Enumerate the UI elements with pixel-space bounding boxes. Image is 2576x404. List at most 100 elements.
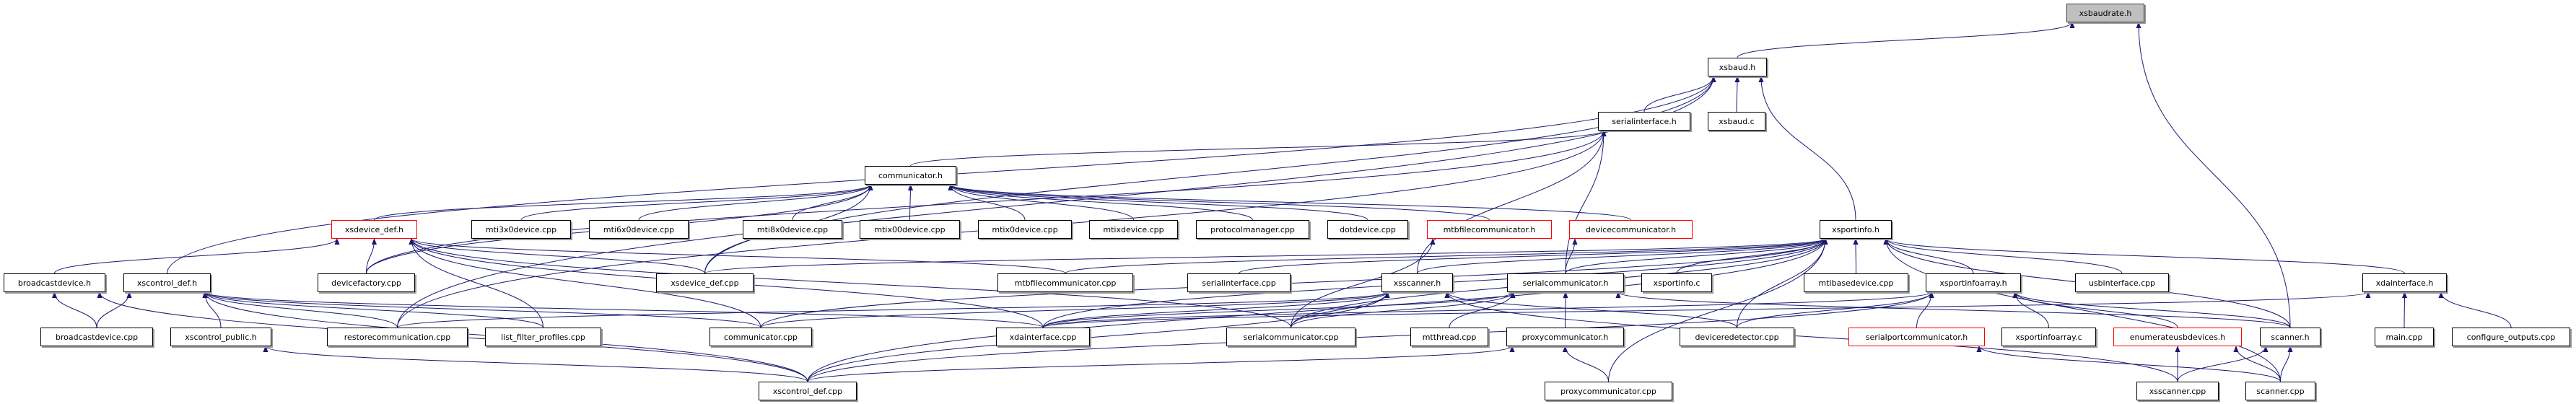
- edge-xscontrol_def.cpp-to-xsportinfo.h: [807, 238, 1828, 382]
- graph-node-list-filter-profiles-cpp[interactable]: list_filter_profiles.cpp: [485, 328, 601, 346]
- edge-xscontrol_def.cpp-to-xsportinfoarray.h: [807, 291, 1934, 382]
- graph-node-xsbaudrate-h[interactable]: xsbaudrate.h: [2066, 4, 2144, 22]
- graph-node-protocolmanager-cpp[interactable]: protocolmanager.cpp: [1196, 220, 1309, 239]
- graph-node-xsportinfoarray-c[interactable]: xsportinfoarray.c: [2001, 328, 2096, 346]
- edge-protocolmanager.cpp-to-communicator.h: [948, 184, 1253, 221]
- edge-xsscanner.h-to-serialinterface.h: [1417, 130, 1607, 274]
- edge-xscontrol_def.cpp-to-proxycommunicator.h: [807, 346, 1515, 382]
- edge-serialcommunicator.h-to-xsportinfo.h: [1565, 238, 1828, 274]
- graph-node-communicator-h[interactable]: communicator.h: [865, 166, 956, 185]
- graph-node-serialportcommunicator-h[interactable]: serialportcommunicator.h: [1848, 328, 1985, 346]
- graph-node-serialcommunicator-h[interactable]: serialcommunicator.h: [1507, 273, 1624, 292]
- edge-broadcastdevice.cpp-to-broadcastdevice.h: [51, 291, 97, 328]
- graph-node-xsdevice-def-h[interactable]: xsdevice_def.h: [331, 220, 417, 239]
- graph-node-xscontrol-def-h[interactable]: xscontrol_def.h: [123, 273, 211, 292]
- graph-node-xscontrol-def-cpp[interactable]: xscontrol_def.cpp: [759, 382, 857, 400]
- graph-node-mtixdevice-cpp[interactable]: mtixdevice.cpp: [1089, 220, 1178, 239]
- edge-serialinterface.h-to-xsbaud.h: [1643, 76, 1716, 113]
- edge-list_filter_profiles.cpp-to-xscontrol_def.h: [202, 291, 543, 328]
- graph-node-mtthread-cpp[interactable]: mtthread.cpp: [1410, 328, 1488, 346]
- graph-node-devicefactory-cpp[interactable]: devicefactory.cpp: [318, 273, 415, 292]
- edge-scanner.cpp-to-enumerateusbdevices.h: [2233, 346, 2281, 382]
- graph-node-xsscanner-h[interactable]: xsscanner.h: [1381, 273, 1453, 292]
- graph-node-deviceredetector-cpp[interactable]: deviceredetector.cpp: [1680, 328, 1794, 346]
- edge-serialcommunicator.h-to-devicecommunicator.h: [1565, 238, 1578, 274]
- graph-node-mtibasedevice-cpp[interactable]: mtibasedevice.cpp: [1804, 273, 1908, 292]
- graph-node-usbinterface-cpp[interactable]: usbinterface.cpp: [2075, 273, 2169, 292]
- graph-node-xsportinfo-h[interactable]: xsportinfo.h: [1820, 220, 1892, 239]
- graph-node-mti6x0device-cpp[interactable]: mti6x0device.cpp: [589, 220, 689, 239]
- edge-dotdevice.cpp-to-communicator.h: [948, 184, 1368, 221]
- edge-xdainterface.cpp-to-xsscanner.h: [1042, 291, 1390, 328]
- graph-node-mti8x0device-cpp[interactable]: mti8x0device.cpp: [743, 220, 842, 239]
- edge-scanner.h-to-xsportinfoarray.h: [2012, 291, 2291, 328]
- edge-deviceredetector.cpp-to-xsscanner.h: [1444, 291, 1737, 328]
- graph-node-restorecommunication-cpp[interactable]: restorecommunication.cpp: [327, 328, 468, 346]
- graph-node-xsdevice-def-cpp[interactable]: xsdevice_def.cpp: [656, 273, 754, 292]
- edge-serialcommunicator.cpp-to-mtbfilecommunicator.h: [1291, 238, 1436, 328]
- graph-node-communicator-cpp[interactable]: communicator.cpp: [710, 328, 812, 346]
- graph-node-xdainterface-h[interactable]: xdainterface.h: [2362, 273, 2447, 292]
- edge-mtbfilecommunicator.h-to-communicator.h: [948, 184, 1490, 221]
- edge-list_filter_profiles.cpp-to-xsdevice_def.h: [409, 238, 543, 328]
- edge-xsscanner.cpp-to-scanner.h: [2177, 346, 2269, 382]
- graph-node-main-cpp[interactable]: main.cpp: [2375, 328, 2434, 346]
- edge-mtix0device.cpp-to-communicator.h: [948, 184, 1026, 221]
- edge-devicecommunicator.h-to-communicator.h: [948, 184, 1631, 221]
- graph-node-dotdevice-cpp[interactable]: dotdevice.cpp: [1327, 220, 1408, 239]
- graph-node-configure-outputs-cpp[interactable]: configure_outputs.cpp: [2452, 328, 2570, 346]
- edge-xscontrol_def.cpp-to-xscontrol_public.h: [263, 346, 808, 382]
- edge-communicator.cpp-to-xsdevice_def.h: [409, 238, 761, 328]
- edge-xscontrol_public.h-to-xscontrol_def.h: [202, 291, 222, 328]
- graph-node-xsportinfo-c[interactable]: xsportinfo.c: [1641, 273, 1712, 292]
- graph-node-proxycommunicator-h[interactable]: proxycommunicator.h: [1506, 328, 1624, 346]
- graph-node-mtbfilecommunicator-cpp[interactable]: mtbfilecommunicator.cpp: [997, 273, 1133, 292]
- graph-node-mti3x0device-cpp[interactable]: mti3x0device.cpp: [471, 220, 571, 239]
- graph-node-mtix0device-cpp[interactable]: mtix0device.cpp: [978, 220, 1072, 239]
- edge-restorecommunication.cpp-to-xscontrol_def.h: [202, 291, 398, 328]
- edge-xdainterface.cpp-to-serialcommunicator.h: [1042, 291, 1516, 328]
- edge-proxycommunicator.cpp-to-xsportinfo.h: [1608, 238, 1828, 382]
- edge-xsdevice_def.cpp-to-xsportinfo.h: [704, 238, 1828, 274]
- graph-node-scanner-h[interactable]: scanner.h: [2260, 328, 2320, 346]
- graph-node-devicecommunicator-h[interactable]: devicecommunicator.h: [1569, 220, 1693, 239]
- graph-node-xsbaud-c[interactable]: xsbaud.c: [1708, 112, 1765, 131]
- edge-serialcommunicator.cpp-to-xsscanner.h: [1291, 291, 1390, 328]
- graph-node-mtix00device-cpp[interactable]: mtix00device.cpp: [860, 220, 960, 239]
- graph-node-xsbaud-h[interactable]: xsbaud.h: [1708, 58, 1767, 76]
- graph-node-serialinterface-cpp[interactable]: serialinterface.cpp: [1187, 273, 1291, 292]
- edge-xsdevice_def.cpp-to-xsdevice_def.h: [409, 238, 705, 274]
- edge-mtbfilecommunicator.cpp-to-xsdevice_def.h: [409, 238, 1066, 274]
- graph-node-xsscanner-cpp[interactable]: xsscanner.cpp: [2136, 382, 2219, 400]
- graph-node-xscontrol-public-h[interactable]: xscontrol_public.h: [170, 328, 271, 346]
- edge-mtixdevice.cpp-to-communicator.h: [948, 184, 1134, 221]
- edge-xsportinfo.h-to-xsbaud.h: [1758, 76, 1856, 221]
- graph-node-scanner-cpp[interactable]: scanner.cpp: [2245, 382, 2315, 400]
- edge-communicator.cpp-to-xscontrol_def.h: [202, 291, 761, 328]
- graph-node-serialcommunicator-cpp[interactable]: serialcommunicator.cpp: [1226, 328, 1355, 346]
- graph-node-enumerateusbdevices-h[interactable]: enumerateusbdevices.h: [2113, 328, 2242, 346]
- edge-xsdevice_def.h-to-communicator.h: [374, 184, 873, 221]
- graph-node-xsportinfoarray-h[interactable]: xsportinfoarray.h: [1926, 273, 2021, 292]
- edge-broadcastdevice.cpp-to-xscontrol_def.h: [96, 291, 132, 328]
- edge-proxycommunicator.cpp-to-proxycommunicator.h: [1562, 346, 1609, 382]
- edge-mti3x0device.cpp-to-communicator.h: [520, 184, 873, 221]
- edge-scanner.cpp-to-scanner.h: [2280, 346, 2293, 382]
- edge-xdainterface.cpp-to-xdainterface.h: [1042, 291, 2370, 328]
- graph-node-xdainterface-cpp[interactable]: xdainterface.cpp: [996, 328, 1090, 346]
- graph-node-mtbfilecommunicator-h[interactable]: mtbfilecommunicator.h: [1427, 220, 1552, 239]
- graph-node-proxycommunicator-cpp[interactable]: proxycommunicator.cpp: [1545, 382, 1672, 400]
- edge-xsdevice_def.cpp-to-xsbaud.h: [704, 76, 1716, 274]
- edge-mtix00device.cpp-to-communicator.h: [907, 184, 914, 221]
- graph-node-serialinterface-h[interactable]: serialinterface.h: [1598, 112, 1690, 131]
- edge-xdainterface.cpp-to-xscontrol_def.h: [202, 291, 1044, 328]
- edge-xdainterface.h-to-xsportinfo.h: [1883, 238, 2405, 274]
- edge-xsbaud.h-to-xsbaudrate.h: [1737, 22, 2075, 58]
- edge-communicator.cpp-to-xsportinfo.h: [760, 238, 1828, 328]
- edge-scanner.h-to-xsbaudrate.h: [2136, 22, 2291, 328]
- graph-node-broadcastdevice-h[interactable]: broadcastdevice.h: [4, 273, 105, 292]
- edge-communicator.cpp-to-xsscanner.h: [760, 291, 1390, 328]
- edge-deviceredetector.cpp-to-xsportinfoarray.h: [1737, 291, 1934, 328]
- graph-node-broadcastdevice-cpp[interactable]: broadcastdevice.cpp: [40, 328, 153, 346]
